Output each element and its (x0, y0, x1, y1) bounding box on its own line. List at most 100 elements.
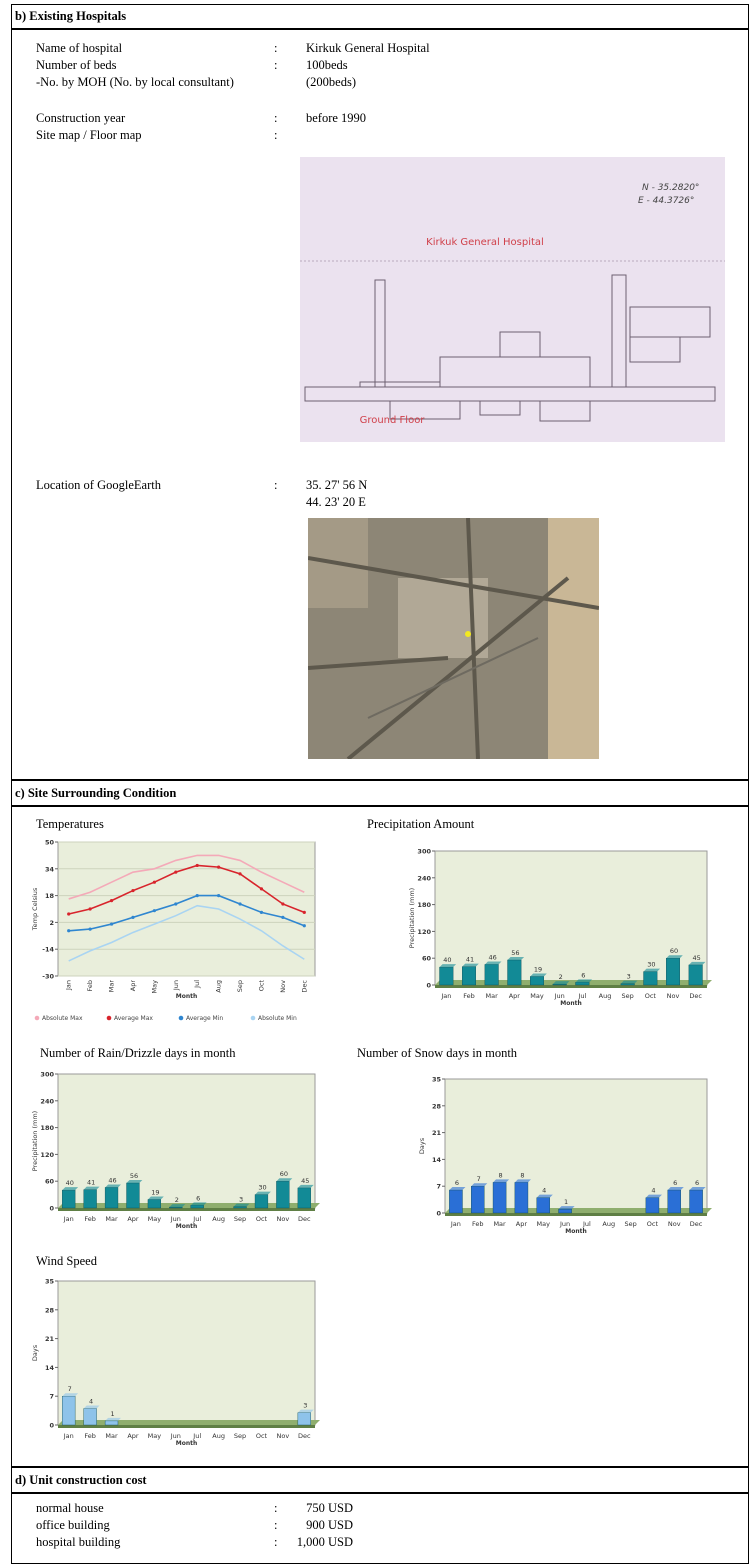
x-tick-label: May (537, 1220, 551, 1228)
point (131, 915, 135, 919)
y-tick-label: 7 (436, 1183, 441, 1191)
bar (536, 1197, 550, 1214)
data-label: 41 (466, 956, 474, 964)
bar-top (297, 1409, 314, 1413)
data-label: 2 (559, 973, 563, 981)
y-tick-label: 0 (49, 1422, 54, 1430)
data-label: 4 (651, 1187, 655, 1195)
data-label: 2 (175, 1196, 179, 1204)
y-tick-label: 180 (417, 901, 431, 909)
bar-top (471, 1183, 488, 1187)
row-label: Name of hospital (36, 41, 123, 55)
point (259, 910, 264, 914)
y-tick-label: 0 (426, 982, 431, 990)
x-tick-label: May (150, 980, 158, 994)
data-label: 7 (68, 1385, 72, 1393)
point (152, 880, 156, 884)
y-tick-label: 120 (40, 1151, 54, 1159)
x-tick-label: Feb (84, 1215, 96, 1223)
x-axis-label: Month (176, 1440, 198, 1447)
y-tick-label: 120 (417, 928, 431, 936)
x-tick-label: Apr (127, 1215, 139, 1223)
point (131, 888, 135, 893)
chart-title: Number of Snow days in month (357, 1046, 518, 1060)
x-axis-label: Month (560, 1000, 582, 1007)
x-tick-label: Nov (668, 1220, 681, 1228)
section-heading: c) Site Surrounding Condition (15, 786, 177, 800)
data-label: 56 (511, 949, 519, 957)
row-label: Site map / Floor map (36, 128, 142, 142)
x-tick-label: Feb (84, 1432, 96, 1440)
legend-label: Absolute Min (258, 1015, 297, 1022)
bar-top (62, 1187, 79, 1191)
y-axis-label: Precipitation (mm) (408, 888, 416, 948)
x-tick-label: Jun (554, 992, 565, 1000)
point (238, 872, 242, 876)
row-sep: : (274, 41, 278, 55)
x-tick-label: Sep (236, 980, 244, 992)
row-label: Number of beds (36, 58, 117, 72)
y-tick-label: 35 (432, 1076, 442, 1084)
row-value: 900 USD (306, 1518, 353, 1532)
x-tick-label: Aug (599, 992, 612, 1000)
bar (645, 1197, 660, 1214)
point (281, 915, 285, 919)
bar (620, 983, 635, 986)
point (174, 870, 178, 874)
row-sep: : (274, 58, 278, 72)
data-label: 60 (280, 1170, 288, 1178)
y-axis-label: Days (31, 1344, 39, 1361)
floor (445, 1208, 712, 1213)
legend-swatch (178, 1015, 184, 1021)
bar (484, 964, 499, 986)
header-box (11, 4, 749, 30)
data-label: 45 (693, 954, 701, 962)
x-tick-label: Feb (472, 1220, 484, 1228)
row-label: office building (36, 1518, 110, 1532)
point (281, 902, 285, 906)
y-tick-label: 21 (432, 1129, 442, 1137)
section-heading: b) Existing Hospitals (15, 9, 127, 23)
plot-area (444, 1078, 708, 1214)
point (217, 894, 221, 898)
y-tick-label: -14 (42, 946, 54, 954)
bar-top (126, 1179, 143, 1183)
y-tick-label: 18 (45, 892, 55, 900)
map-title: Kirkuk General Hospital (426, 237, 544, 248)
bar (462, 966, 477, 986)
x-tick-label: Jan (65, 980, 73, 991)
x-tick-label: Dec (298, 1432, 311, 1440)
point (302, 924, 306, 928)
data-label: 19 (151, 1189, 159, 1197)
bar (507, 959, 522, 986)
y-tick-label: 0 (436, 1210, 441, 1218)
x-tick-label: Aug (212, 1215, 225, 1223)
x-tick-label: Mar (105, 1215, 118, 1223)
legend-swatch (106, 1015, 112, 1021)
x-tick-label: Feb (86, 980, 94, 992)
x-tick-label: Dec (690, 1220, 703, 1228)
bar-top (507, 956, 525, 960)
floor-edge (58, 1208, 315, 1211)
point (195, 894, 199, 898)
bar-top (83, 1186, 100, 1190)
bar-top (667, 1187, 684, 1191)
row-sep: : (274, 128, 278, 142)
data-label: 45 (301, 1177, 309, 1185)
row-label: normal house (36, 1501, 104, 1515)
y-tick-label: 7 (49, 1393, 54, 1401)
bar (233, 1206, 247, 1209)
row-label: hospital building (36, 1535, 121, 1549)
bar-top (514, 1179, 531, 1183)
x-tick-label: Nov (277, 1215, 290, 1223)
y-tick-label: 28 (45, 1306, 55, 1314)
bar-top (276, 1178, 293, 1182)
x-axis-label: Month (565, 1228, 587, 1235)
chart-title: Temperatures (36, 817, 104, 831)
y-axis-label: Temp Celsius (31, 887, 39, 931)
x-tick-label: Jul (192, 1215, 201, 1223)
map-note: E - 44.3726° (638, 196, 694, 206)
y-tick-label: 240 (40, 1097, 54, 1105)
